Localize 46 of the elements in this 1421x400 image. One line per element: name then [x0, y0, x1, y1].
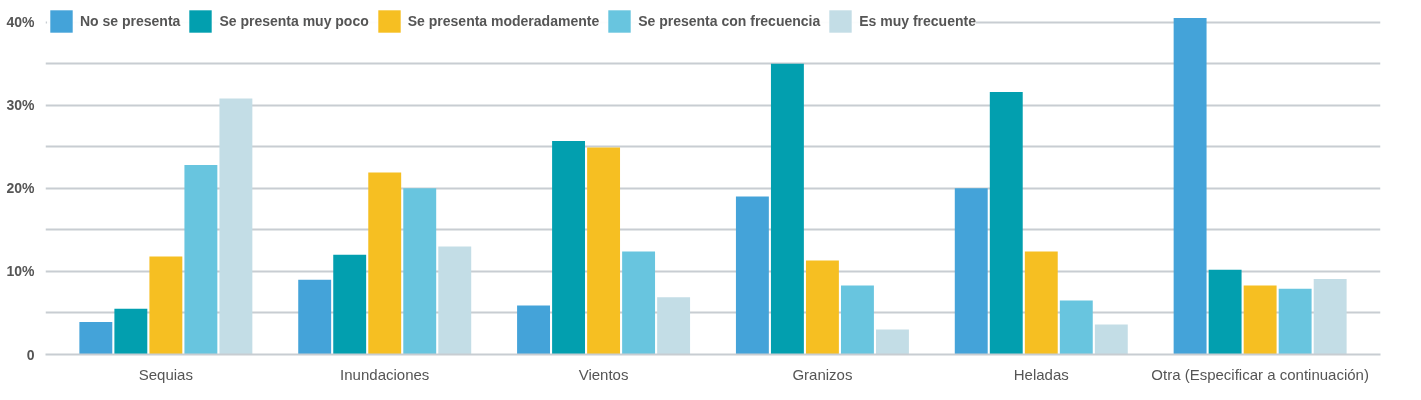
y-tick-label: 40%	[6, 14, 36, 31]
y-tick-label: 30%	[6, 97, 36, 114]
x-tick-label: Heladas	[1013, 365, 1069, 383]
bar	[1173, 17, 1207, 355]
y-tick-label: 0	[26, 346, 35, 363]
legend-label: Se presenta moderadamente	[407, 13, 600, 29]
legend-label: Se presenta muy poco	[219, 13, 369, 29]
bar	[1094, 324, 1128, 355]
bar	[1243, 285, 1277, 355]
bar	[989, 91, 1023, 355]
bar	[438, 246, 472, 355]
legend-label: Es muy frecuente	[859, 13, 976, 29]
bar	[219, 98, 253, 355]
x-tick-label: Inundaciones	[340, 365, 430, 383]
x-tick-label: Vientos	[578, 365, 629, 383]
bar	[587, 147, 621, 355]
bar	[622, 251, 656, 355]
bar	[840, 285, 874, 355]
bar	[79, 322, 113, 355]
x-tick-label: Otra (Especificar a continuación)	[1151, 365, 1369, 383]
y-tick-label: 10%	[6, 263, 36, 280]
x-tick-label: Sequias	[138, 365, 193, 383]
bar	[735, 196, 769, 355]
bar	[1024, 251, 1058, 355]
bar	[657, 297, 691, 355]
legend-label: Se presenta con frecuencia	[638, 13, 821, 29]
bar	[1313, 278, 1347, 355]
x-tick-label: Granizos	[792, 365, 853, 383]
bar	[403, 188, 437, 355]
y-tick-label: 20%	[6, 180, 36, 197]
bar	[770, 63, 804, 355]
bar	[149, 256, 183, 355]
bar	[876, 329, 909, 355]
legend-label: No se presenta	[80, 13, 181, 29]
bar	[298, 279, 332, 355]
bar	[552, 140, 586, 355]
bar	[333, 254, 367, 355]
bar	[1059, 300, 1093, 355]
bar	[114, 308, 148, 355]
bar	[954, 188, 988, 355]
bar	[184, 165, 218, 355]
bar	[1278, 288, 1312, 355]
bar	[1208, 269, 1242, 355]
bar	[805, 260, 839, 355]
bar	[517, 305, 550, 355]
bar	[368, 172, 402, 355]
